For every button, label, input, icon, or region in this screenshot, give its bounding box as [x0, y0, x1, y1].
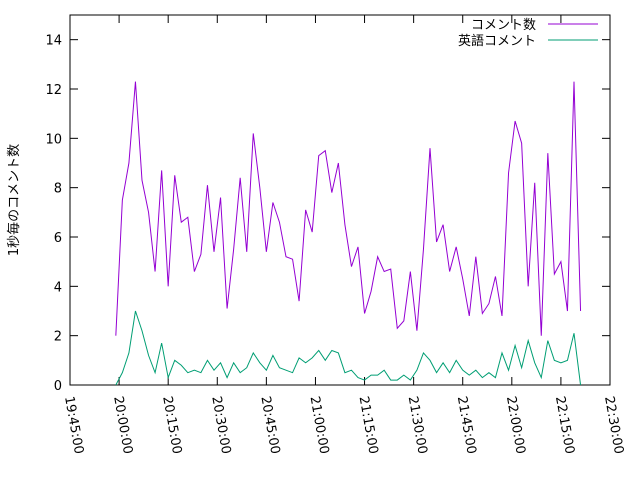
x-tick-label: 22:30:00 [601, 395, 626, 455]
x-tick-label: 20:45:00 [257, 395, 282, 455]
series-line [115, 81, 582, 336]
y-tick-label: 4 [54, 280, 62, 295]
y-axis-label: 1秒毎のコメント数 [6, 144, 22, 256]
x-tick-label: 21:15:00 [356, 395, 381, 455]
y-tick-label: 0 [54, 379, 62, 394]
x-tick-label: 21:30:00 [405, 395, 430, 455]
y-tick-label: 8 [54, 182, 62, 197]
x-tick-label: 21:45:00 [454, 395, 479, 455]
y-tick-label: 10 [45, 132, 62, 147]
y-tick-label: 12 [45, 83, 62, 98]
plot-frame [69, 14, 611, 386]
y-tick-label: 6 [54, 231, 62, 246]
series-line [115, 310, 582, 386]
x-tick-label: 20:00:00 [110, 395, 135, 455]
legend-label: コメント数 [471, 18, 536, 33]
x-tick-label: 20:15:00 [159, 395, 184, 455]
x-tick-label: 20:30:00 [208, 395, 233, 455]
y-tick-label: 2 [54, 330, 62, 345]
y-tick-label: 14 [45, 34, 62, 49]
x-tick-label: 22:00:00 [503, 395, 528, 455]
x-tick-label: 19:45:00 [61, 395, 86, 455]
legend-label: 英語コメント [458, 33, 536, 49]
x-tick-label: 21:00:00 [307, 395, 332, 455]
x-tick-label: 22:15:00 [552, 395, 577, 455]
